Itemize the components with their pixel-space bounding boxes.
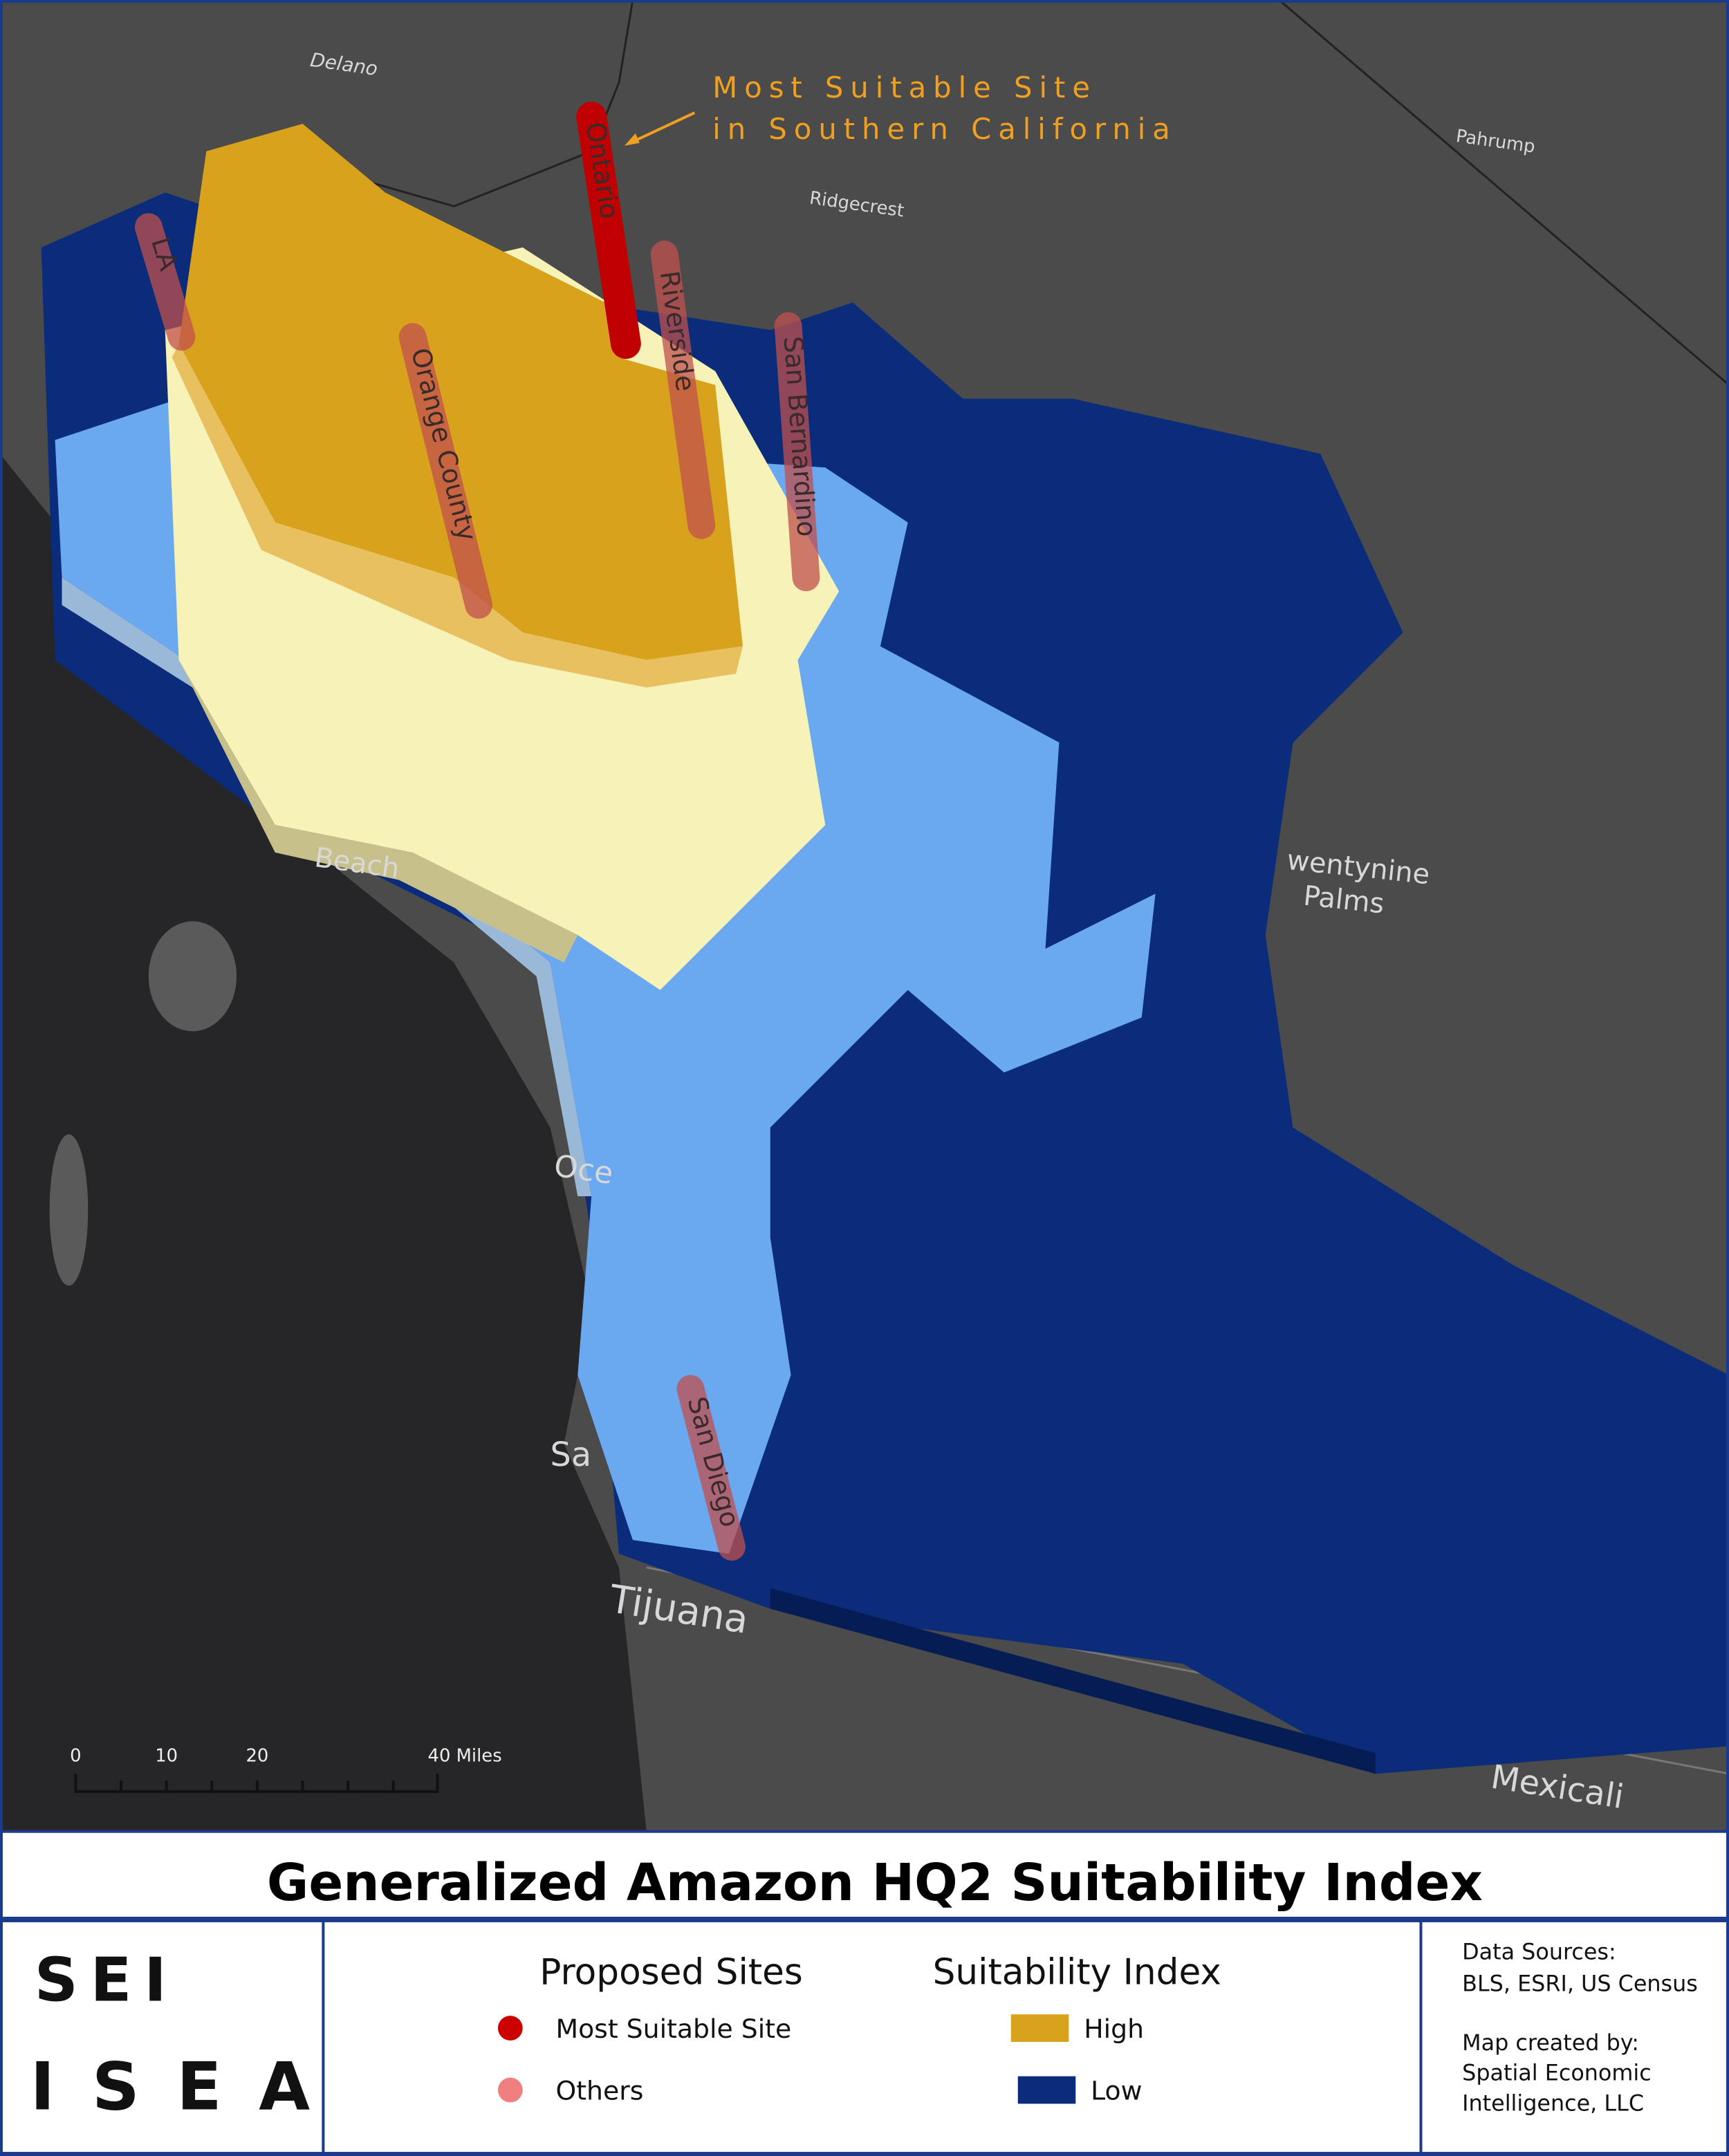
region-side (178, 660, 578, 963)
scale-label: 10 (155, 1745, 178, 1766)
annotation-arrow (629, 111, 696, 145)
boundary (1278, 0, 1729, 386)
place-label: Oce (552, 1149, 616, 1191)
legend-symbol (497, 2077, 523, 2103)
legend-panel (0, 1919, 1729, 2155)
high-region (178, 123, 743, 660)
place-label: Sa (551, 1436, 592, 1474)
site-pillar (650, 240, 716, 539)
legend-item: High (1084, 2014, 1144, 2044)
region-side (172, 344, 743, 688)
credit: Map created by: (1462, 2029, 1639, 2056)
legend-item: Most Suitable Site (556, 2014, 792, 2044)
scale-label: 40 Miles (428, 1745, 502, 1766)
ocean (0, 454, 647, 1832)
annotation: in Southern California (712, 112, 1177, 146)
legend-title: Proposed Sites (539, 1951, 803, 1993)
legend-swatch (1017, 2076, 1076, 2104)
credit: Intelligence, LLC (1462, 2090, 1644, 2116)
scale-label: 0 (70, 1745, 81, 1766)
logo: SEI (35, 1944, 179, 2015)
title: Generalized Amazon HQ2 Suitability Index (267, 1854, 1483, 1913)
scale-label: 20 (246, 1745, 268, 1766)
island (49, 1134, 89, 1286)
best-site-pillar (576, 102, 641, 360)
site-pillar (398, 323, 493, 619)
site-pillar (676, 1375, 746, 1561)
credit: Spatial Economic (1462, 2060, 1652, 2086)
annotation: Most Suitable Site (712, 71, 1097, 104)
legend-item: Others (556, 2075, 644, 2106)
legend-symbol (497, 2016, 523, 2041)
credit: Data Sources: (1462, 1939, 1616, 1965)
site-pillar (774, 312, 820, 592)
title-bar (0, 1830, 1729, 1920)
legend-item: Low (1091, 2075, 1142, 2106)
site-pillar (134, 213, 196, 351)
logo: ISEA (30, 2047, 347, 2125)
annotation-arrowhead (624, 133, 640, 146)
island (148, 921, 237, 1032)
credit: BLS, ESRI, US Census (1462, 1970, 1698, 1996)
legend-swatch (1010, 2014, 1069, 2042)
scale-bar (74, 1774, 439, 1794)
region-side (770, 1588, 1376, 1774)
legend-title: Suitability Index (933, 1951, 1221, 1993)
